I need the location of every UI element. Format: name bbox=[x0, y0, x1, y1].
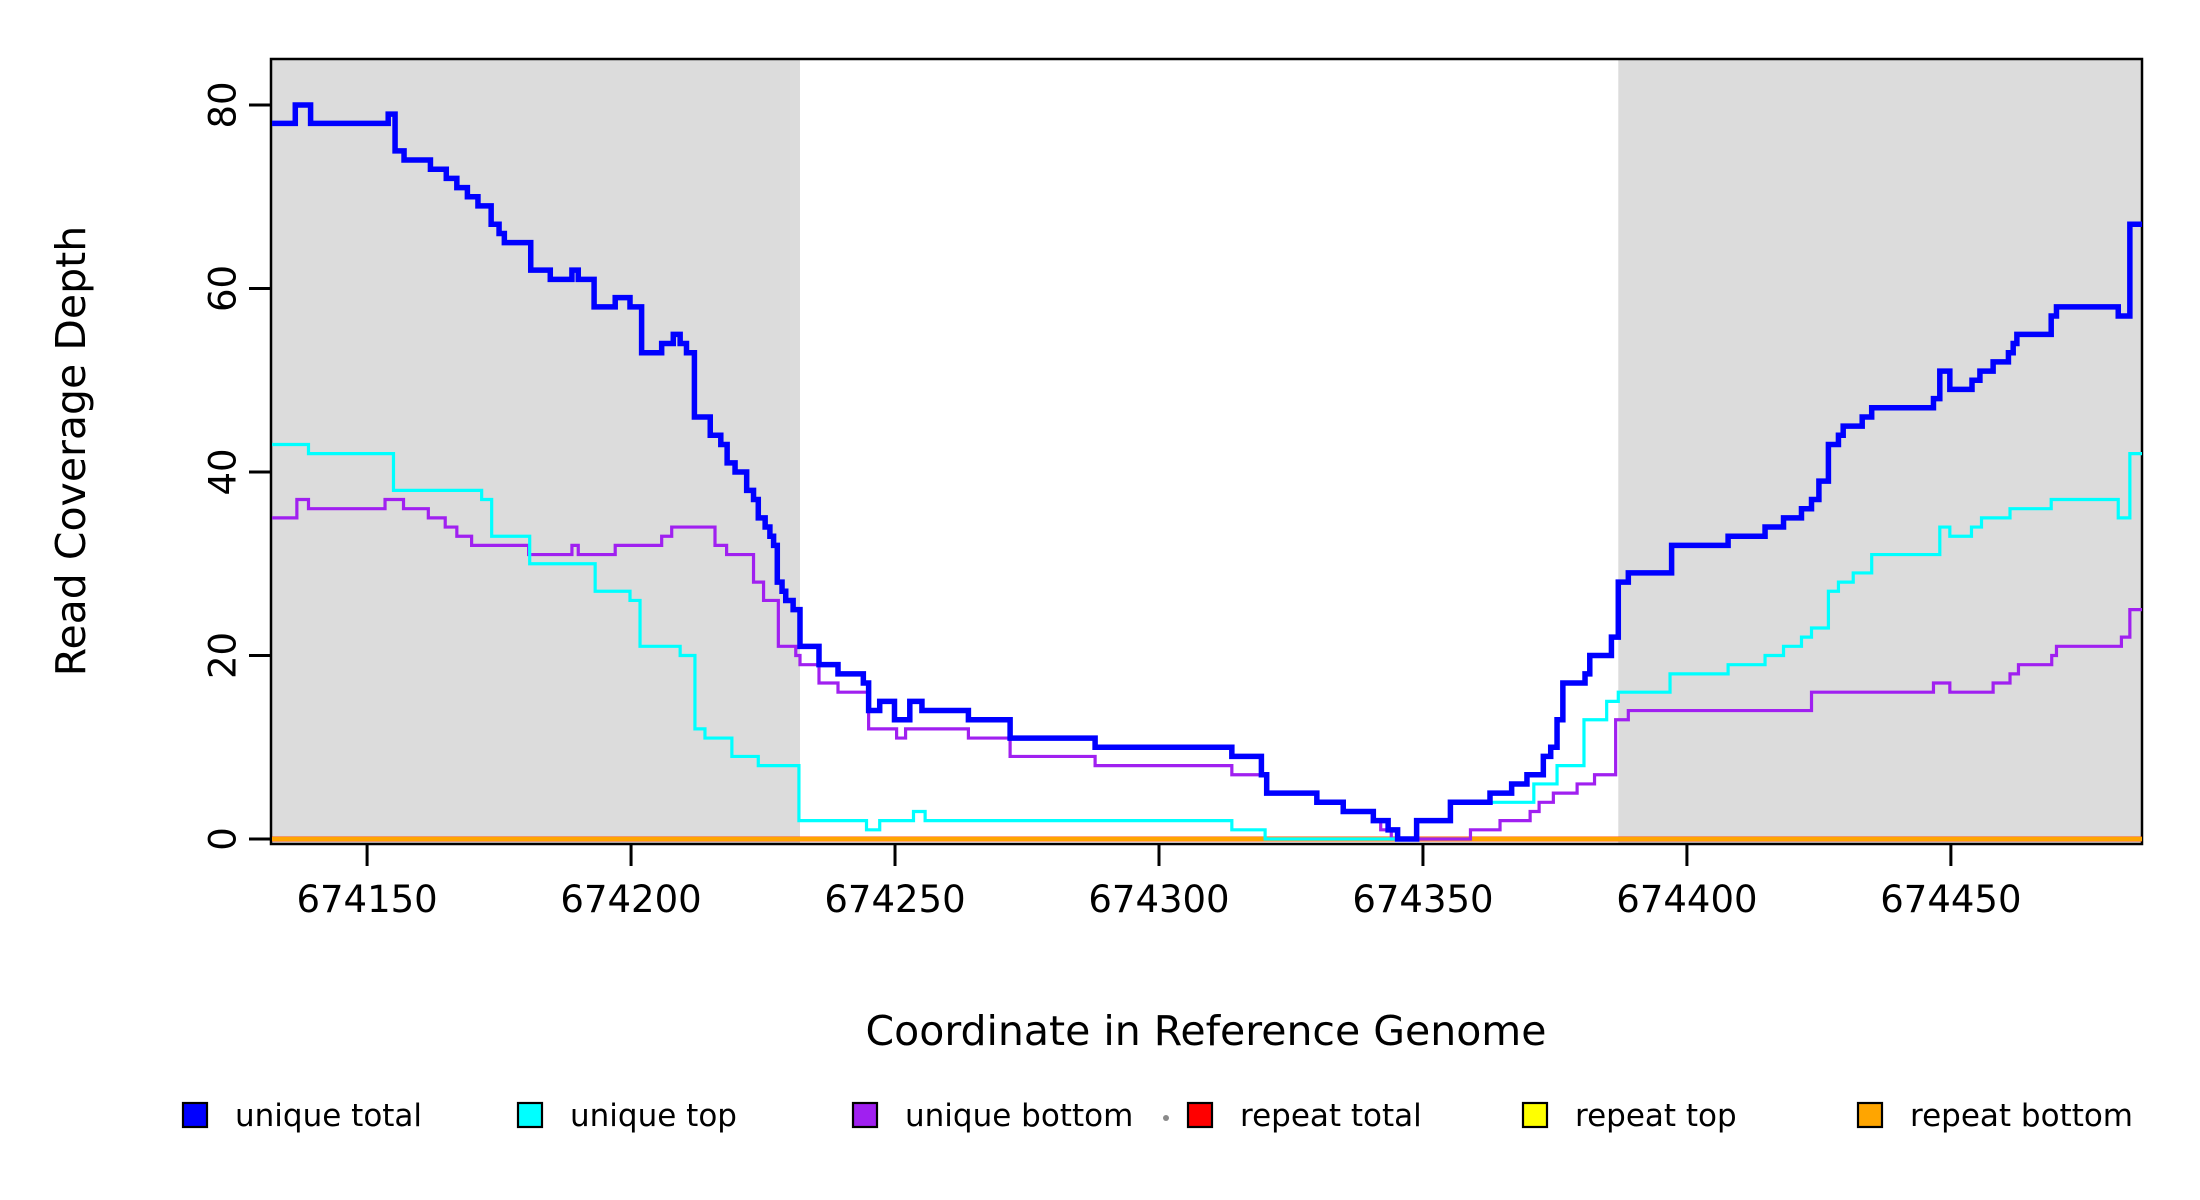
data-series bbox=[272, 102, 2142, 842]
legend-swatch-unique-bottom bbox=[851, 1101, 879, 1129]
plot-box bbox=[269, 57, 2144, 846]
y-tick-label: 0 bbox=[202, 827, 245, 851]
x-tick-label: 674450 bbox=[1880, 878, 2021, 921]
legend-label-repeat-bottom: repeat bottom bbox=[1910, 1098, 2133, 1134]
legend-label-repeat-total: repeat total bbox=[1240, 1098, 1422, 1134]
legend-label-unique-top: unique top bbox=[570, 1098, 737, 1134]
y-tick-label: 20 bbox=[202, 632, 245, 679]
series-unique-top bbox=[272, 442, 2142, 841]
legend-swatch-repeat-bottom bbox=[1856, 1101, 1884, 1129]
x-tick-label: 674300 bbox=[1088, 878, 1229, 921]
x-tick-label: 674150 bbox=[296, 878, 437, 921]
legend-label-repeat-top: repeat top bbox=[1575, 1098, 1737, 1134]
series-unique-total bbox=[272, 102, 2142, 842]
legend-label-unique-total: unique total bbox=[235, 1098, 422, 1134]
series-unique-bottom bbox=[272, 497, 2142, 841]
shaded-regions bbox=[271, 59, 2142, 844]
y-tick-label: 60 bbox=[202, 265, 245, 312]
legend: unique total unique top unique bottom repea… bbox=[181, 1098, 2133, 1134]
x-axis-title: Coordinate in Reference Genome bbox=[866, 1007, 1547, 1055]
x-tick-label: 674250 bbox=[824, 878, 965, 921]
x-tick-label: 674350 bbox=[1352, 878, 1493, 921]
y-tick-label: 80 bbox=[202, 81, 245, 128]
legend-swatch-repeat-top bbox=[1521, 1101, 1549, 1129]
y-tick-label: 40 bbox=[202, 448, 245, 495]
legend-swatch-repeat-total bbox=[1186, 1101, 1214, 1129]
shaded-region bbox=[271, 59, 800, 844]
x-tick-label: 674200 bbox=[560, 878, 701, 921]
legend-label-unique-bottom: unique bottom bbox=[905, 1098, 1133, 1134]
y-axis-title: Read Coverage Depth bbox=[47, 226, 95, 676]
legend-swatch-unique-total bbox=[181, 1101, 209, 1129]
x-tick-label: 674400 bbox=[1616, 878, 1757, 921]
stray-dot-artifact bbox=[1163, 1115, 1169, 1121]
axes: 674150 674200 674250 674300 674350 674400 6744… bbox=[202, 57, 2144, 921]
shaded-region bbox=[1618, 59, 2142, 844]
legend-swatch-unique-top bbox=[516, 1101, 544, 1129]
